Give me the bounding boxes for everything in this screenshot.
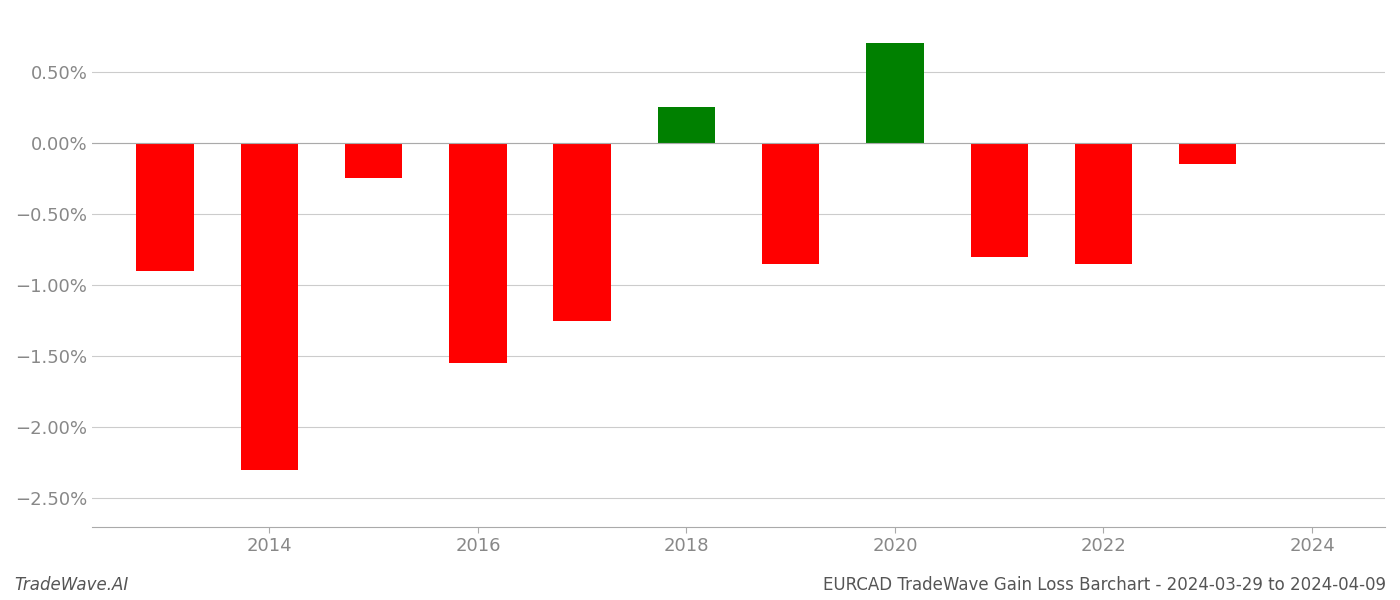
Bar xyxy=(762,143,819,263)
Bar xyxy=(136,143,193,271)
Bar xyxy=(658,107,715,143)
Text: TradeWave.AI: TradeWave.AI xyxy=(14,576,129,594)
Text: EURCAD TradeWave Gain Loss Barchart - 2024-03-29 to 2024-04-09: EURCAD TradeWave Gain Loss Barchart - 20… xyxy=(823,576,1386,594)
Bar xyxy=(867,43,924,143)
Bar xyxy=(553,143,610,320)
Bar xyxy=(344,143,402,178)
Bar xyxy=(1075,143,1133,263)
Bar xyxy=(1179,143,1236,164)
Bar xyxy=(970,143,1028,257)
Bar xyxy=(241,143,298,470)
Bar xyxy=(449,143,507,363)
